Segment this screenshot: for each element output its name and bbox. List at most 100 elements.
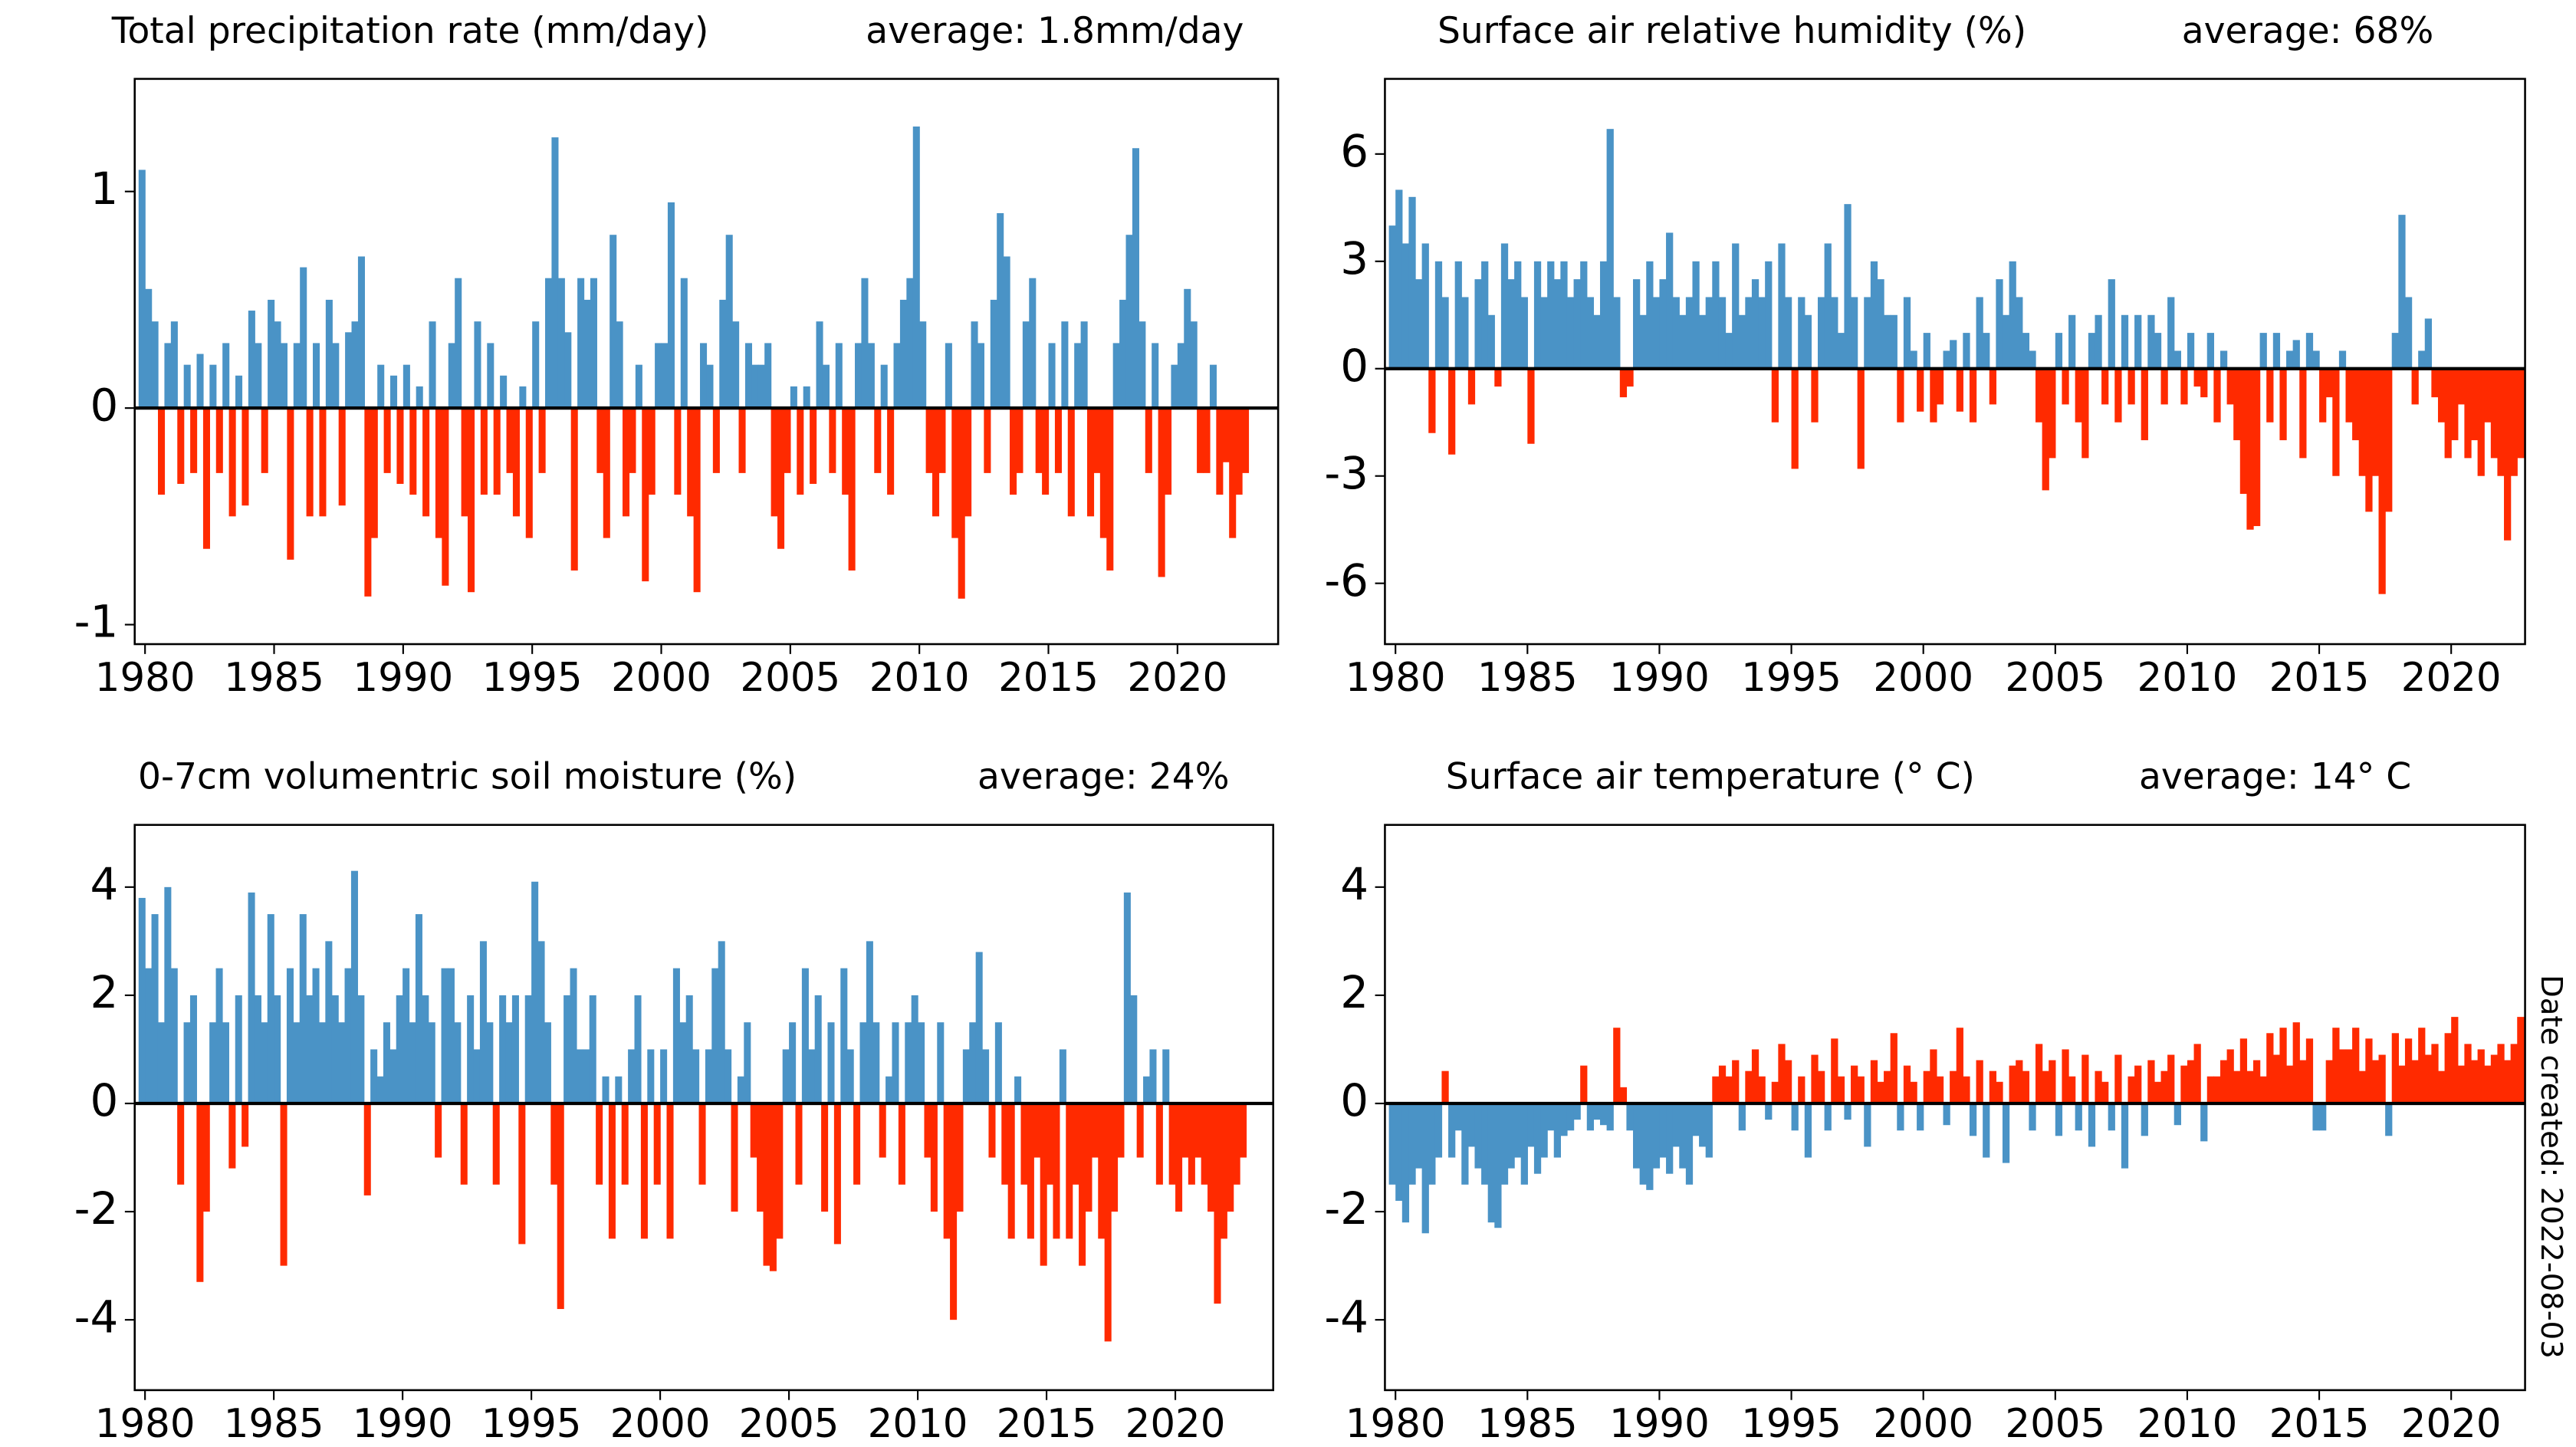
bar (2391, 333, 2399, 369)
bar (1388, 225, 1396, 369)
bar (2292, 340, 2300, 369)
x-tick-label: 1990 (1609, 655, 1710, 701)
bar (2160, 1070, 2168, 1103)
bar (679, 1022, 687, 1103)
x-tick-label: 2005 (739, 1401, 840, 1447)
bar (183, 1022, 191, 1103)
bar (1053, 1103, 1060, 1239)
y-tick-label: -3 (1324, 447, 1368, 499)
bar (2147, 314, 2155, 369)
bar (693, 408, 701, 593)
x-tick-label: 1985 (1477, 1401, 1578, 1447)
bar (846, 1049, 854, 1103)
bar (455, 278, 462, 409)
bar (666, 1103, 674, 1239)
bar (2246, 1070, 2254, 1103)
bar (1547, 261, 1555, 369)
bar (1033, 1103, 1041, 1158)
bar (718, 941, 725, 1103)
bar (1059, 1049, 1066, 1103)
bar (685, 995, 693, 1103)
bar (1080, 321, 1088, 409)
bar (711, 968, 719, 1103)
bar (1870, 1060, 1878, 1103)
bar (261, 1022, 268, 1103)
bar (1165, 408, 1172, 495)
bar (1626, 1103, 1634, 1131)
bar (1042, 408, 1050, 495)
bar (1983, 333, 1990, 369)
bar (531, 881, 539, 1103)
plot-frame (1384, 824, 2526, 1392)
bar (550, 1103, 558, 1185)
y-tick-label: 0 (90, 1074, 118, 1126)
y-tick-label: 4 (1340, 858, 1368, 910)
bar (1930, 368, 1937, 423)
y-tick-label: 6 (1340, 125, 1368, 177)
bar (1725, 333, 1733, 369)
bar (1540, 297, 1548, 369)
bar (396, 995, 403, 1103)
bar (667, 202, 675, 409)
bar (1811, 368, 1819, 423)
bar (1923, 1070, 1930, 1103)
bar (1481, 1103, 1489, 1185)
bar (2325, 1060, 2333, 1103)
bar (177, 408, 185, 485)
bar (2154, 333, 2162, 369)
bar (1969, 368, 1977, 423)
bar (757, 1103, 764, 1212)
bar (1738, 314, 1746, 369)
bar (519, 386, 527, 409)
bar (1029, 278, 1037, 409)
bar (770, 408, 778, 517)
bar (1201, 1103, 1208, 1185)
bar (1864, 297, 1871, 369)
bar (621, 1103, 629, 1185)
bar (1454, 1103, 1462, 1131)
bar (396, 408, 404, 485)
bar (2141, 1103, 2148, 1136)
bar (1428, 368, 1436, 433)
bar (1401, 1103, 1410, 1223)
bar (1976, 1060, 1983, 1103)
bar (2345, 368, 2353, 423)
bar (583, 1049, 590, 1103)
bar (861, 278, 869, 409)
bar (1804, 1103, 1812, 1158)
bar (2444, 1033, 2452, 1103)
bar (1699, 1103, 1707, 1147)
bar (2371, 1060, 2380, 1103)
bar (801, 968, 809, 1103)
plot-frame (133, 824, 1274, 1392)
bar (905, 1022, 912, 1103)
bar (706, 364, 714, 409)
bar (435, 408, 442, 538)
bar (1745, 297, 1753, 369)
bar (1844, 1103, 1852, 1120)
bar (1098, 1103, 1106, 1239)
panel-title: Surface air relative humidity (%) (1438, 10, 2026, 52)
bar (2082, 1054, 2089, 1103)
bar (267, 914, 274, 1103)
x-tick-label: 2010 (2137, 1401, 2238, 1447)
bar (1989, 1070, 1997, 1103)
bar (511, 995, 519, 1103)
bar (647, 1049, 655, 1103)
bar (564, 332, 572, 409)
bar (2075, 1103, 2082, 1131)
bar (757, 364, 765, 409)
bar (623, 408, 630, 517)
bar (997, 212, 1004, 409)
bar (642, 408, 649, 582)
bar (487, 343, 495, 409)
bar (872, 1022, 880, 1103)
bar (1771, 368, 1779, 423)
bar (312, 968, 320, 1103)
bar (653, 1103, 661, 1185)
bar (2312, 350, 2320, 369)
bar (1903, 297, 1911, 369)
bar (2345, 1049, 2353, 1103)
bar (732, 321, 740, 409)
bar (564, 995, 571, 1103)
